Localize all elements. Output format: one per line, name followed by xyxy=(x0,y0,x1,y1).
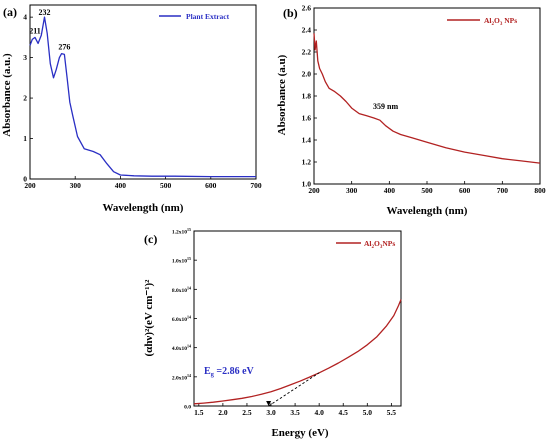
panel-a-plot-frame xyxy=(29,4,257,180)
panel-c-plot-frame xyxy=(193,230,402,407)
panel-b-xtick-label: 500 xyxy=(421,186,433,195)
panel-b-ytick-label: 2.0 xyxy=(302,70,312,79)
panel-c-xlabel: Energy (eV) xyxy=(271,427,328,439)
panel-c-tangent-arrow-icon xyxy=(266,401,272,406)
panel-c-ytick-label: 0.0 xyxy=(184,405,191,411)
panel-c-legend-label: Al2O3NPs xyxy=(364,239,395,250)
panel-a-series-0-line xyxy=(29,16,256,178)
panel-a-ylabel: Absorbance (a.u.) xyxy=(1,53,13,137)
panel-a-legend: Plant Extract xyxy=(159,12,230,21)
panel-b: (b) 200 300 400 500 600 700 800 1.0 1.2 1.4 1.6 1.8… xyxy=(276,4,546,218)
panel-b-xtick-label: 800 xyxy=(534,186,546,195)
panel-b-ytick-label: 1.8 xyxy=(302,92,312,101)
panel-b-legend: Al2O3 NPs xyxy=(447,16,517,27)
panel-c-legend: Al2O3NPs xyxy=(336,239,395,250)
panel-b-legend-label: Al2O3 NPs xyxy=(484,16,517,27)
panel-b-ytick-label: 1.4 xyxy=(302,136,312,145)
panel-c-xtick-label: 2.5 xyxy=(242,408,252,417)
panel-b-xtick-label: 600 xyxy=(459,186,471,195)
panel-c-xtick-label: 4.5 xyxy=(339,408,349,417)
panel-c-xtick-label: 2.0 xyxy=(218,408,228,417)
panel-a-xtick-label: 300 xyxy=(70,181,82,190)
panel-a-xtick-label: 500 xyxy=(160,181,172,190)
panel-a-xlabel: Wavelength (nm) xyxy=(103,202,184,214)
panel-c-xtick-label: 3.0 xyxy=(266,408,276,417)
panel-b-ylabel: Absorbance (a.u) xyxy=(276,54,288,135)
panel-b-ytick-label: 2.2 xyxy=(302,48,312,57)
panel-b-ytick-label: 1.0 xyxy=(302,180,312,189)
panel-a-annotation: 211 xyxy=(29,26,41,35)
panel-b-ytick-label: 2.4 xyxy=(302,26,312,35)
panel-c-ylabel: (αhν)²(eV cm⁻¹)² xyxy=(143,279,155,357)
panel-c-xtick-label: 1.5 xyxy=(194,408,204,417)
panel-c-ytick-label: 1.0x1015 xyxy=(172,256,191,265)
panel-b-plot: 200 300 400 500 600 700 800 1.0 1.2 1.4 1.6 1.8 2.0 2… xyxy=(302,4,546,196)
panel-a-ytick-label: 0 xyxy=(23,175,27,184)
panel-b-xtick-label: 300 xyxy=(346,186,358,195)
panel-a-annotation: 276 xyxy=(58,43,70,52)
panel-c-xtick-label: 5.0 xyxy=(363,408,373,417)
panel-b-ytick-label: 2.6 xyxy=(302,4,312,13)
panel-a-xtick-label: 700 xyxy=(250,181,262,190)
panel-c-bandgap-label: Eg =2.86 eV xyxy=(204,366,255,378)
panel-c-ytick-label: 2.0x1014 xyxy=(172,373,191,382)
panel-c-ytick-label: 8.0x1014 xyxy=(172,285,191,294)
panel-c-series-0-line xyxy=(193,299,402,405)
panel-b-xlabel: Wavelength (nm) xyxy=(387,205,468,217)
panel-a-ytick-label: 2 xyxy=(23,94,27,103)
panel-a-ytick-label: 3 xyxy=(23,53,27,62)
panel-b-xtick-label: 400 xyxy=(384,186,396,195)
panel-a-ytick-label: 4 xyxy=(23,13,27,22)
panel-a-annotation: 232 xyxy=(38,8,50,17)
panel-a-tag: (a) xyxy=(3,5,17,19)
panel-c-xtick-label: 5.5 xyxy=(387,408,397,417)
panel-a-xtick-label: 200 xyxy=(24,181,36,190)
panel-c-ytick-label: 6.0x1014 xyxy=(172,315,191,324)
panel-b-xtick-label: 700 xyxy=(497,186,509,195)
panel-c-ytick-label: 1.2x1015 xyxy=(172,227,191,236)
panel-c-xtick-label: 4.0 xyxy=(314,408,324,417)
panel-c-xtick-label: 3.5 xyxy=(290,408,300,417)
panel-b-xtick-label: 200 xyxy=(308,186,320,195)
panel-a-legend-label: Plant Extract xyxy=(186,12,230,21)
panel-b-tag: (b) xyxy=(283,6,298,20)
panel-c: (c) 1.5 2.0 2.5 3.0 3.5 4.0 4.5 5.0 5.5 0.0 2.0x10… xyxy=(143,227,402,439)
panel-a-ytick-label: 1 xyxy=(23,134,27,143)
panel-a-xtick-label: 600 xyxy=(205,181,217,190)
panel-c-plot: 1.5 2.0 2.5 3.0 3.5 4.0 4.5 5.0 5.5 0.0 2.0x1014 4.… xyxy=(172,227,402,417)
panel-b-annotation: 359 nm xyxy=(373,102,398,111)
panel-c-ytick-label: 4.0x1014 xyxy=(172,344,191,353)
panel-b-ytick-label: 1.2 xyxy=(302,158,312,167)
panel-a-xtick-label: 400 xyxy=(115,181,127,190)
panel-c-tangent-line xyxy=(268,372,320,407)
panel-b-ytick-label: 1.6 xyxy=(302,114,312,123)
panel-c-tag: (c) xyxy=(144,232,157,246)
panel-b-plot-frame xyxy=(313,7,541,185)
panel-b-series-0-line xyxy=(313,33,541,164)
